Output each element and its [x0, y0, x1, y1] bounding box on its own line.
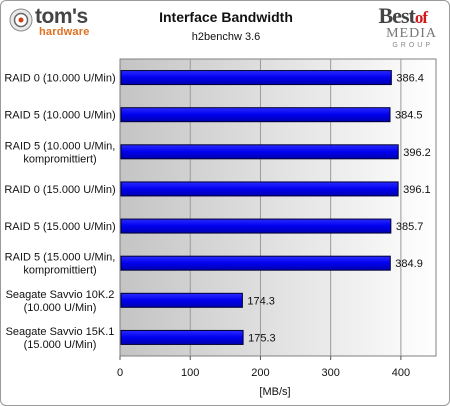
category-labels: RAID 0 (10.000 U/Min) RAID 5 (10.000 U/Mi… [4, 73, 115, 351]
best-logo-text: Bestof [378, 3, 429, 28]
bar [120, 329, 244, 345]
category-label: kompromittiert) [23, 265, 96, 277]
bar [120, 218, 392, 234]
bar [120, 255, 391, 271]
bar-value-label: 396.1 [403, 184, 431, 196]
toms-badge-icon [9, 8, 33, 32]
bar [120, 107, 391, 123]
bar [120, 181, 399, 197]
toms-logo-text: tom's [35, 5, 88, 28]
x-tick-label: 300 [321, 367, 339, 379]
chart-title: Interface Bandwidth [159, 9, 293, 25]
bar [120, 70, 392, 86]
category-label: RAID 5 (15.000 U/Min) [4, 221, 115, 233]
value-labels: 386.4 384.5 396.2 396.1 385.7 384.9 174.3 175.3 [247, 73, 430, 345]
x-tick-label: 200 [251, 367, 269, 379]
bar-value-label: 174.3 [247, 295, 275, 307]
bar [120, 292, 243, 308]
x-axis-label: [MB/s] [259, 386, 290, 398]
category-label: RAID 0 (15.000 U/Min) [4, 184, 115, 196]
x-tick-label: 400 [392, 367, 410, 379]
category-label: RAID 0 (10.000 U/Min) [4, 73, 115, 85]
group-logo-text: GROUP [392, 42, 433, 49]
category-label: kompromittiert) [23, 153, 96, 165]
bar-value-label: 384.9 [395, 258, 423, 270]
chart-subtitle: h2benchw 3.6 [191, 31, 261, 43]
plot-area [119, 58, 437, 357]
bar-value-label: 386.4 [396, 73, 424, 85]
bar [120, 144, 399, 160]
media-logo-text: MEDIA [386, 26, 437, 41]
bar-value-label: 385.7 [396, 221, 424, 233]
x-tick-labels: 0 100 200 300 400 [117, 356, 410, 379]
of-logo-text: of [414, 8, 428, 27]
x-tick-label: 100 [181, 367, 199, 379]
bar-value-label: 175.3 [248, 332, 276, 344]
category-label: Seagate Savvio 15K.1 [6, 326, 115, 338]
hardware-logo-text: hardware [39, 26, 90, 38]
category-label: RAID 5 (15.000 U/Min, [5, 252, 116, 264]
x-tick-label: 0 [117, 367, 123, 379]
bars [120, 70, 399, 345]
category-label: Seagate Savvio 10K.2 [6, 289, 115, 301]
bar-value-label: 384.5 [395, 110, 423, 122]
bar-value-label: 396.2 [403, 147, 431, 159]
toms-hardware-logo: tom's hardware [7, 5, 97, 40]
category-label: RAID 5 (10.000 U/Min, [5, 140, 116, 152]
best-of-media-logo: Bestof MEDIA GROUP [375, 3, 441, 53]
category-label: (10.000 U/Min) [24, 302, 97, 314]
category-label: (15.000 U/Min) [24, 339, 97, 351]
category-label: RAID 5 (10.000 U/Min) [4, 110, 115, 122]
